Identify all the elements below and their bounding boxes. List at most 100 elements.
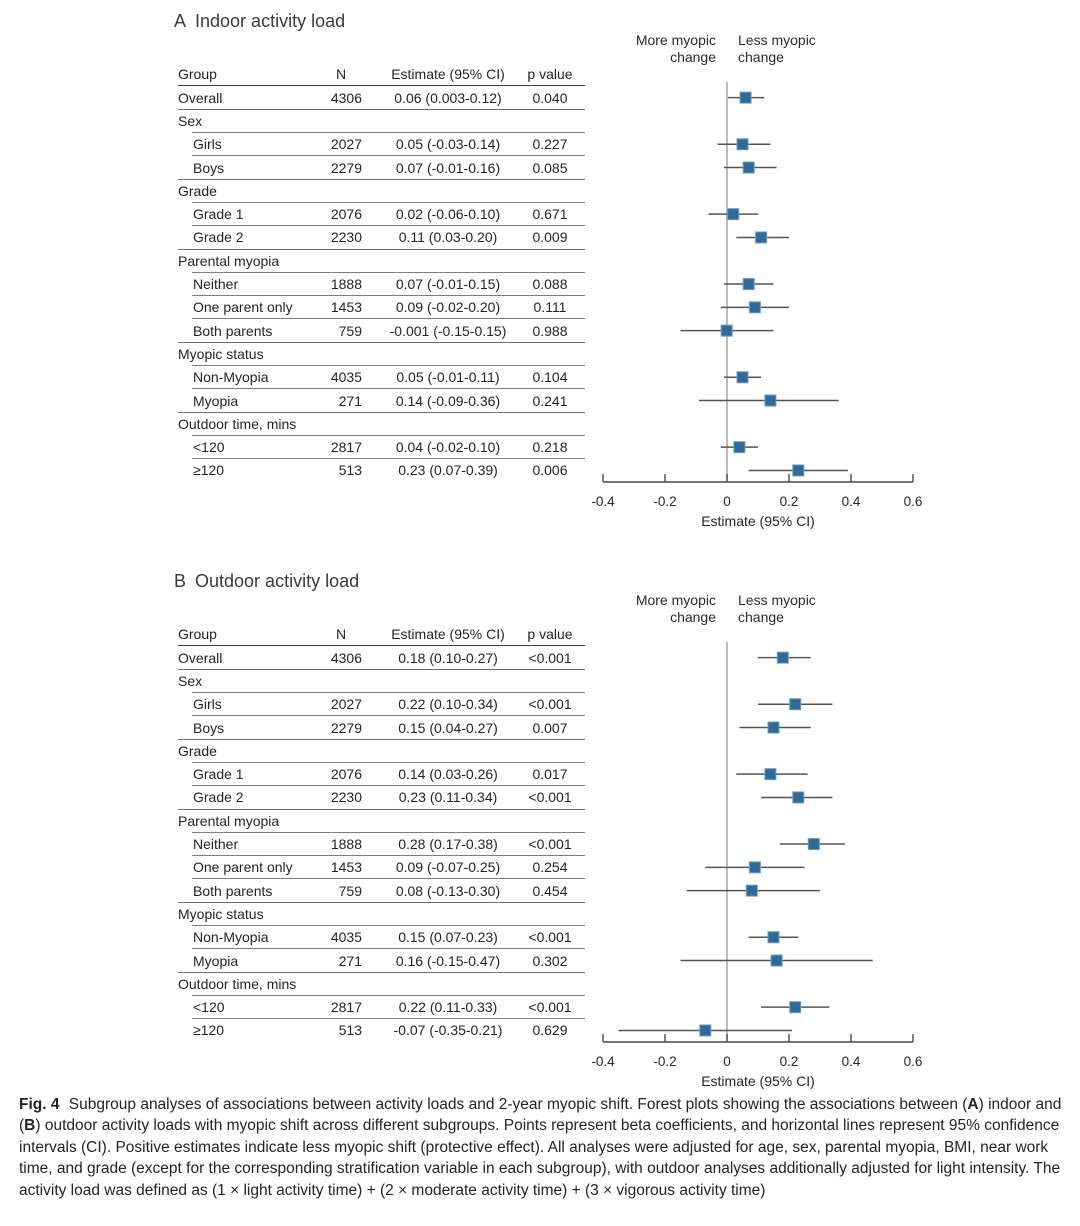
- cell-group: Grade 2: [193, 229, 244, 246]
- cell-group: Grade 2: [193, 789, 244, 806]
- cell-n: 2076: [330, 206, 362, 223]
- estimate-marker: [807, 838, 820, 851]
- cell-pvalue: 0.671: [532, 206, 568, 223]
- table-header-row: Group N Estimate (95% CI) p value: [178, 62, 585, 86]
- cell-group: Neither: [193, 276, 239, 293]
- estimate-marker: [699, 1024, 712, 1037]
- cell-n: 1888: [330, 276, 362, 293]
- cell-pvalue: 0.254: [532, 859, 568, 876]
- cell-pvalue: 0.227: [532, 136, 568, 153]
- cell-group: Both parents: [193, 322, 273, 339]
- col-header-n: N: [335, 625, 347, 642]
- cell-estimate: 0.14 (0.03-0.26): [398, 766, 498, 783]
- cell-estimate: -0.001 (-0.15-0.15): [389, 322, 507, 339]
- table-category-row: Grade: [178, 179, 585, 204]
- col-header-group: Group: [178, 625, 217, 642]
- x-axis-title: Estimate (95% CI): [701, 513, 815, 529]
- cell-n: 513: [338, 462, 362, 479]
- cell-n: 2027: [330, 136, 362, 153]
- table-row: ≥120 513 -0.07 (-0.35-0.21) 0.629: [178, 1019, 585, 1042]
- table-row: Neither 1888 0.07 (-0.01-0.15) 0.088: [178, 272, 585, 297]
- table-body: Overall 4306 0.18 (0.10-0.27) <0.001 Sex Girl…: [178, 646, 585, 1042]
- cell-n: 2230: [330, 789, 362, 806]
- x-axis-tick-label: 0: [723, 494, 731, 509]
- panel-b-title: B Outdoor activity load: [174, 571, 359, 592]
- cell-pvalue: <0.001: [528, 836, 572, 853]
- estimate-marker: [764, 394, 777, 407]
- estimate-marker: [742, 161, 755, 174]
- caption-text: ) outdoor activity loads with myopic shi…: [19, 1117, 1061, 1199]
- estimate-marker: [767, 721, 780, 734]
- cell-group: ≥120: [193, 462, 225, 479]
- cell-pvalue: <0.001: [528, 789, 572, 806]
- cell-pvalue: 0.111: [533, 299, 567, 316]
- table-body: Overall 4306 0.06 (0.003-0.12) 0.040 Sex Girl…: [178, 86, 585, 482]
- table-category-row: Myopic status: [178, 342, 585, 367]
- cell-group: One parent only: [193, 299, 293, 316]
- cell-n: 759: [338, 882, 362, 899]
- table-row: Boys 2279 0.15 (0.04-0.27) 0.007: [178, 716, 585, 740]
- table-row: Overall 4306 0.18 (0.10-0.27) <0.001: [178, 646, 585, 671]
- cell-group: <120: [193, 439, 225, 456]
- cell-pvalue: 0.009: [532, 229, 568, 246]
- x-axis-tick-label: -0.2: [653, 494, 676, 509]
- table-category-row: Grade: [178, 739, 585, 764]
- table-header-row: Group N Estimate (95% CI) p value: [178, 622, 585, 646]
- cell-group: Boys: [193, 159, 225, 176]
- table-row: Grade 2 2230 0.11 (0.03-0.20) 0.009: [178, 226, 585, 250]
- cell-group: Girls: [193, 696, 222, 713]
- x-axis-tick-label: 0.6: [904, 494, 923, 509]
- estimate-marker: [742, 278, 755, 291]
- table-category-row: Parental myopia: [178, 809, 585, 834]
- cell-n: 2817: [330, 999, 362, 1016]
- more-myopic-change-label: More myopic change: [635, 592, 716, 625]
- table-row: Non-Myopia 4035 0.05 (-0.01-0.11) 0.104: [178, 366, 585, 390]
- less-myopic-change-label: Less myopic change: [738, 592, 816, 625]
- caption-bold-text: Fig. 4: [19, 1096, 60, 1113]
- col-header-pvalue: p value: [527, 625, 573, 642]
- table-row: Non-Myopia 4035 0.15 (0.07-0.23) <0.001: [178, 926, 585, 950]
- cell-estimate: 0.02 (-0.06-0.10): [395, 206, 501, 223]
- cell-n: 759: [338, 322, 362, 339]
- cell-estimate: -0.07 (-0.35-0.21): [393, 1022, 503, 1039]
- cell-group: ≥120: [193, 1022, 225, 1039]
- cell-estimate: 0.16 (-0.15-0.47): [395, 952, 501, 969]
- table-row: Both parents 759 0.08 (-0.13-0.30) 0.454: [178, 879, 585, 904]
- x-axis-tick-label: 0: [723, 1054, 731, 1069]
- table-row: <120 2817 0.04 (-0.02-0.10) 0.218: [178, 435, 585, 460]
- estimate-marker: [727, 208, 740, 221]
- cell-pvalue: <0.001: [528, 999, 572, 1016]
- cell-n: 513: [338, 1022, 362, 1039]
- x-axis-tick-label: -0.4: [591, 494, 615, 509]
- cell-group: Parental myopia: [178, 812, 280, 829]
- cell-n: 271: [338, 392, 362, 409]
- cell-estimate: 0.09 (-0.07-0.25): [395, 859, 501, 876]
- table-row: Boys 2279 0.07 (-0.01-0.16) 0.085: [178, 156, 585, 180]
- table-row: Girls 2027 0.22 (0.10-0.34) <0.001: [178, 693, 585, 717]
- cell-estimate: 0.08 (-0.13-0.30): [395, 882, 501, 899]
- subgroup-table: Group N Estimate (95% CI) p value Overal…: [178, 622, 585, 1042]
- estimate-marker: [736, 138, 749, 151]
- cell-estimate: 0.09 (-0.02-0.20): [395, 299, 501, 316]
- table-row: Both parents 759 -0.001 (-0.15-0.15) 0.988: [178, 319, 585, 344]
- cell-group: Grade 1: [193, 206, 244, 223]
- cell-estimate: 0.22 (0.10-0.34): [398, 696, 498, 713]
- cell-group: Non-Myopia: [193, 929, 269, 946]
- x-axis-tick-label: -0.4: [591, 1054, 615, 1069]
- subgroup-table: Group N Estimate (95% CI) p value Overal…: [178, 62, 585, 482]
- panel-b-letter: B: [174, 571, 187, 591]
- cell-group: Myopia: [193, 952, 239, 969]
- cell-group: Parental myopia: [178, 252, 280, 269]
- table-row: Grade 2 2230 0.23 (0.11-0.34) <0.001: [178, 786, 585, 810]
- table-category-row: Sex: [178, 109, 585, 134]
- estimate-marker: [792, 464, 805, 477]
- cell-group: Sex: [178, 112, 203, 129]
- caption-bold-text: B: [24, 1117, 36, 1135]
- cell-pvalue: 0.988: [532, 322, 568, 339]
- estimate-marker: [764, 768, 777, 781]
- estimate-marker: [755, 231, 768, 244]
- table-category-row: Sex: [178, 669, 585, 694]
- cell-group: Girls: [193, 136, 222, 153]
- cell-n: 4306: [330, 649, 362, 666]
- estimate-marker: [789, 1001, 802, 1014]
